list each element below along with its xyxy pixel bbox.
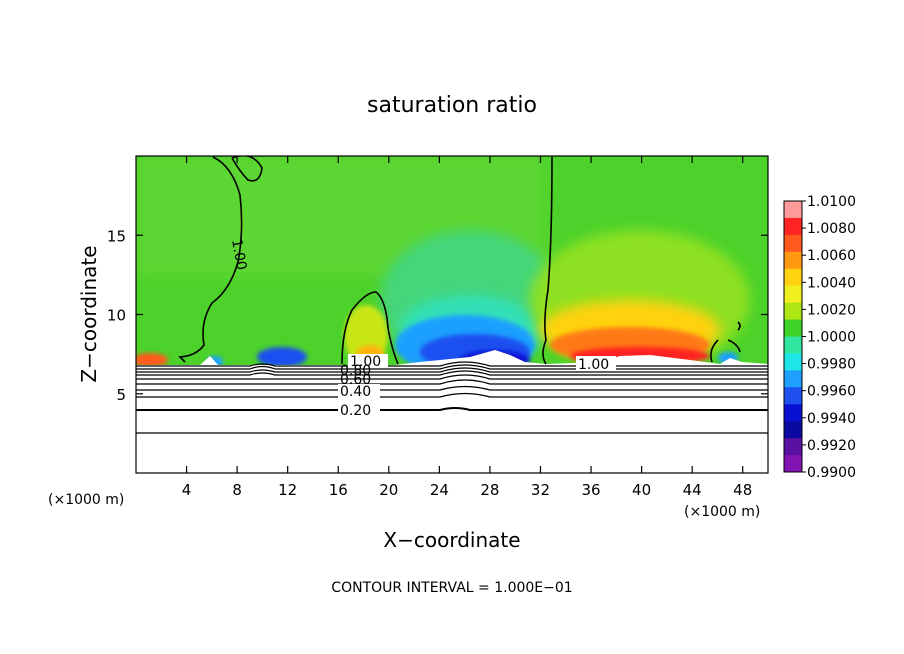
contour-label-bg-3	[338, 403, 380, 417]
x-tick-label: 32	[531, 481, 550, 499]
colorbar-swatch	[784, 353, 802, 371]
colorbar-label: 0.9920	[807, 438, 856, 454]
contour-line-bump-100	[341, 291, 399, 365]
y-axis-title: Z−coordinate	[77, 245, 101, 382]
contour-label: 1.00	[350, 354, 381, 370]
contour-line-6	[136, 379, 768, 385]
colorbar-label: 0.9980	[807, 357, 856, 373]
contour-line-7	[136, 385, 768, 391]
contour-label: 0.20	[340, 403, 371, 419]
contour-labels: 1.00 1.00 1.00 0.80 0.60 0.40 0.20	[228, 238, 609, 419]
contour-label-bg-2	[576, 356, 616, 370]
contour-line-4	[136, 370, 768, 376]
colorbar-swatch	[784, 234, 802, 253]
x-tick-label: 16	[329, 481, 348, 499]
y-tick-label: 10	[107, 307, 126, 325]
colorbar-swatch	[784, 251, 802, 270]
colorbar-label: 1.0020	[807, 302, 856, 318]
x-unit-label-right: (×1000 m)	[684, 504, 760, 520]
x-axis-ticks: 4 8 12 16 20 24 28 32 36 40 44 48	[182, 156, 752, 499]
x-tick-label: 40	[632, 481, 651, 499]
contour-line-right-100	[710, 321, 741, 363]
contour-label: 0.40	[340, 384, 371, 400]
contour-interval-text: CONTOUR INTERVAL = 1.000E−01	[331, 580, 572, 596]
colorbar-swatch	[784, 319, 802, 337]
contour-label-bg-1	[348, 354, 388, 368]
contour-label-bg-4	[338, 384, 380, 398]
colorbar-swatch	[784, 336, 802, 354]
contour-line-9	[136, 407, 768, 411]
colorbar-label: 1.0040	[807, 275, 856, 291]
x-tick-label: 44	[683, 481, 702, 499]
colorbar-label: 1.0000	[807, 330, 856, 346]
field-white-lower	[136, 350, 768, 473]
colorbar-swatch	[784, 455, 802, 473]
colorbar-label: 0.9960	[807, 384, 856, 400]
colorbar-label: 1.0080	[807, 221, 856, 237]
contour-line-vertical-100	[542, 156, 553, 365]
contour-label: 0.60	[340, 372, 371, 388]
y-tick-label: 15	[107, 227, 126, 245]
colorbar-label: 0.9900	[807, 465, 856, 481]
colorbar-swatch	[784, 387, 802, 405]
contour-lines-lower	[136, 361, 768, 434]
plot-area	[136, 156, 768, 473]
x-tick-label: 24	[430, 481, 449, 499]
colorbar-swatch	[784, 438, 802, 456]
y-axis-ticks: 5 10 15	[107, 227, 768, 404]
x-unit-label-left: (×1000 m)	[48, 492, 124, 508]
contour-line-2	[136, 364, 768, 370]
x-tick-label: 20	[379, 481, 398, 499]
x-tick-label: 36	[581, 481, 600, 499]
field-blue-patch-left	[257, 347, 307, 367]
colorbar-swatch	[784, 421, 802, 439]
x-tick-label: 8	[232, 481, 242, 499]
colorbar-swatch	[784, 285, 802, 304]
x-axis-title: X−coordinate	[383, 528, 520, 552]
colorbar-swatch	[784, 370, 802, 388]
colorbar-swatch	[784, 268, 802, 287]
colorbar-label: 1.0100	[807, 194, 856, 210]
x-tick-label: 12	[278, 481, 297, 499]
contour-line-left-100	[178, 156, 243, 363]
contour-label: 1.00	[228, 238, 249, 271]
y-tick-label: 5	[116, 386, 126, 404]
x-tick-label: 4	[182, 481, 192, 499]
chart-title: saturation ratio	[367, 93, 537, 118]
x-tick-label: 28	[480, 481, 499, 499]
colorbar: 1.0100 1.0080 1.0060 1.0040 1.0020 1.0000 0.99…	[783, 194, 856, 481]
contour-line-8	[136, 392, 768, 398]
colorbar-label: 1.0060	[807, 248, 856, 264]
colorbar-swatch	[784, 404, 802, 422]
contour-label: 0.80	[340, 363, 371, 379]
contour-label: 1.00	[578, 357, 609, 373]
colorbar-swatch	[784, 217, 802, 236]
x-tick-label: 48	[733, 481, 752, 499]
colorbar-swatch	[784, 201, 802, 219]
contour-line-5	[136, 374, 768, 380]
colorbar-swatch	[784, 302, 802, 321]
field-red-left-edge	[136, 353, 168, 367]
contour-line-3	[136, 367, 768, 373]
colorbar-label: 0.9940	[807, 411, 856, 427]
